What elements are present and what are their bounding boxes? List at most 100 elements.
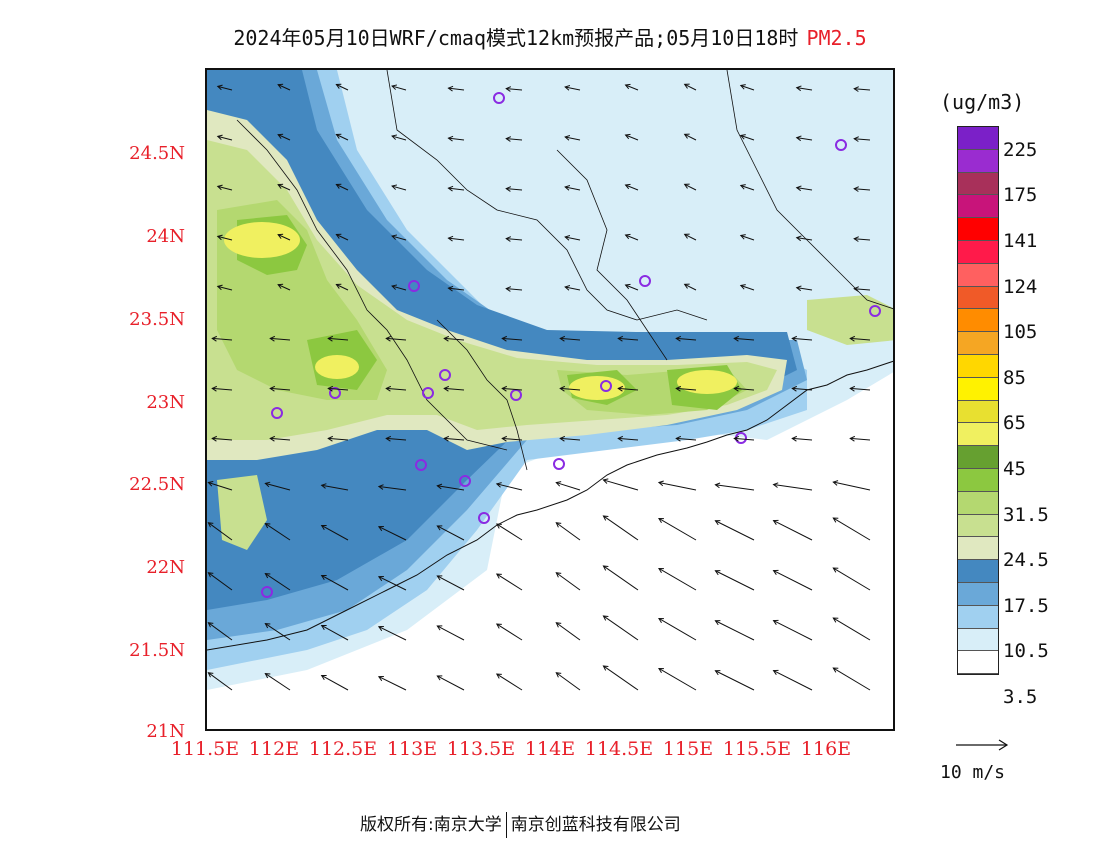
legend-label: 24.5 (1003, 549, 1049, 572)
legend-swatch (958, 195, 998, 219)
wind-vector (277, 234, 291, 241)
wind-vector-head (216, 84, 223, 91)
wind-vector (854, 288, 871, 291)
wind-vector-head (216, 284, 223, 291)
wind-vector-head (385, 435, 392, 442)
wind-vector (684, 83, 697, 91)
wind-vector (208, 522, 233, 541)
wind-vector (378, 626, 407, 641)
wind-vector-head (447, 235, 454, 242)
wind-vector-head (795, 185, 802, 192)
wind-reference-arrow (956, 739, 1009, 751)
wind-vector-head (264, 622, 271, 629)
legend-swatch (958, 309, 998, 333)
wind-vector (684, 233, 697, 241)
legend-label: 3.5 (1003, 686, 1038, 708)
wind-vector-head (335, 133, 342, 139)
wind-vector-head (447, 285, 454, 292)
legend-swatch (958, 560, 998, 583)
wind-vector-head (657, 480, 664, 487)
station-marker (478, 512, 490, 524)
wind-vector (773, 670, 813, 691)
wind-vector-head (269, 335, 276, 342)
wind-vector (496, 483, 523, 491)
wind-vector-head (335, 183, 342, 189)
wind-vector (850, 337, 871, 341)
wind-vector (391, 235, 407, 241)
wind-vector (437, 675, 465, 691)
legend-swatch (958, 332, 998, 355)
wind-vector (506, 88, 523, 91)
legend-swatch (958, 537, 998, 561)
lat-label: 24N (146, 226, 185, 247)
wind-vector-head (602, 665, 609, 671)
wind-vector-head (624, 133, 631, 140)
wind-vector (625, 184, 639, 191)
lon-label: 115.5E (722, 738, 792, 760)
wind-vector (715, 570, 755, 591)
wind-vector (773, 620, 813, 641)
wind-vector-head (602, 478, 609, 484)
hotspot-east-1 (569, 376, 625, 400)
wind-vector (850, 387, 871, 391)
wind-vector (854, 138, 871, 141)
wind-vector (555, 622, 581, 641)
wind-vector-head (602, 565, 609, 571)
wind-vector (208, 672, 233, 691)
wind-vector-head (849, 335, 856, 342)
legend-label: 124 (1003, 275, 1038, 298)
wind-vector (740, 235, 755, 241)
wind-vector (658, 518, 697, 541)
wind-vector (684, 183, 697, 191)
wind-vector-head (683, 83, 690, 89)
lat-label: 22N (146, 557, 185, 578)
wind-vector-head (443, 335, 450, 342)
wind-vector (391, 85, 407, 91)
wind-vector-head (559, 385, 566, 392)
wind-vector-head (377, 484, 384, 490)
wind-vector-head (683, 283, 690, 289)
legend-label: 175 (1003, 184, 1038, 207)
wind-vector (217, 135, 233, 141)
wind-vector (277, 134, 291, 141)
wind-vector-head (207, 572, 214, 578)
wind-vector (502, 387, 523, 391)
wind-vector (796, 287, 813, 291)
legend-swatch (958, 377, 998, 401)
wind-vector (506, 138, 523, 141)
wind-vector (277, 284, 291, 291)
wind-vector (625, 234, 639, 241)
wind-vector-head (772, 519, 779, 525)
wind-vector (217, 85, 233, 91)
wind-vector (208, 572, 233, 591)
legend-swatch (958, 149, 998, 173)
wind-vector (684, 133, 697, 141)
legend-swatch (958, 354, 998, 378)
wind-vector-head (495, 482, 502, 488)
wind-vector (448, 187, 465, 191)
wind-vector-head (675, 335, 682, 342)
station-marker (835, 139, 847, 151)
wind-vector-head (264, 672, 271, 679)
wind-vector (437, 625, 465, 641)
legend-swatch (958, 491, 998, 515)
lon-label: 114.5E (584, 738, 654, 760)
wind-vector (796, 87, 813, 91)
wind-vector-head (335, 283, 342, 289)
wind-vector-head (385, 385, 392, 392)
wind-vector-head (216, 234, 223, 241)
wind-vector-head (207, 481, 214, 487)
wind-vector-head (658, 667, 664, 674)
province-border-1 (236, 119, 508, 451)
wind-vector-head (791, 335, 798, 342)
wind-vector-head (559, 335, 566, 342)
lat-label: 23.5N (129, 309, 185, 330)
wind-vector-head (733, 435, 740, 442)
wind-vector-head (495, 573, 502, 579)
wind-vector (796, 137, 813, 141)
wind-vector-head (436, 525, 443, 531)
lon-label: 113.5E (446, 738, 516, 760)
wind-vector (217, 235, 233, 241)
wind-vector-head (714, 670, 721, 676)
wind-vectors (207, 83, 871, 691)
